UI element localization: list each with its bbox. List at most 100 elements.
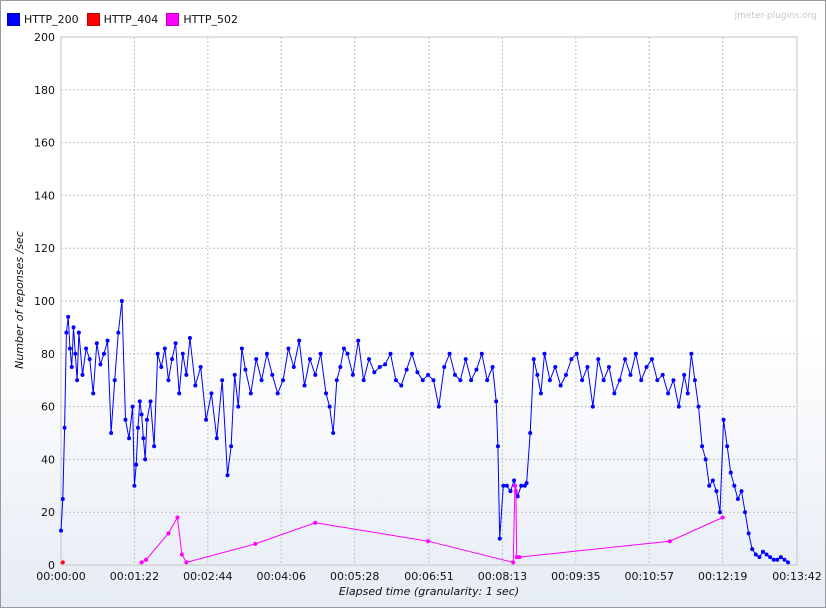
y-tick-labels: 0 20 40 60 80 100 120 140 160 180 200	[34, 31, 55, 572]
data-point-http-200	[689, 351, 694, 356]
data-point-http-200	[474, 367, 479, 372]
data-point-http-200	[229, 444, 234, 449]
data-point-http-200	[721, 417, 726, 422]
x-tick-label: 00:12:19	[698, 570, 747, 583]
data-point-http-200	[324, 391, 329, 396]
data-point-http-200	[148, 399, 153, 404]
data-point-http-200	[524, 481, 529, 486]
data-point-http-200	[71, 325, 76, 330]
data-point-http-200	[286, 346, 291, 351]
data-point-http-200	[209, 391, 214, 396]
legend-label-http-404: HTTP_404	[103, 12, 159, 26]
data-point-http-200	[62, 425, 67, 430]
data-point-http-200	[139, 412, 144, 417]
data-point-http-200	[232, 372, 237, 377]
y-tick-label: 120	[34, 242, 55, 255]
series-http-200	[59, 299, 791, 565]
legend-swatch-http-200	[7, 12, 20, 26]
data-point-http-200	[254, 357, 259, 362]
data-point-http-200	[239, 346, 244, 351]
data-point-http-200	[291, 365, 296, 369]
legend-label-http-200: HTTP_200	[24, 12, 79, 26]
y-tick-label: 180	[34, 84, 55, 97]
data-point-http-200	[193, 383, 198, 388]
data-point-http-200	[497, 536, 502, 541]
data-point-http-200	[655, 378, 660, 383]
data-point-http-200	[623, 357, 628, 362]
data-point-http-200	[501, 483, 506, 488]
data-point-http-200	[768, 555, 773, 560]
data-point-http-200	[519, 483, 524, 488]
y-tick-label: 80	[41, 348, 55, 361]
data-point-http-200	[318, 351, 323, 356]
data-point-http-200	[452, 372, 457, 377]
data-point-http-200	[504, 483, 509, 488]
data-point-http-200	[703, 457, 708, 462]
x-tick-label: 00:10:57	[625, 570, 674, 583]
x-tick-label: 00:08:13	[478, 570, 527, 583]
legend-swatch-http-404	[86, 12, 100, 26]
data-point-http-200	[775, 557, 780, 562]
data-point-http-200	[649, 357, 654, 362]
data-point-http-200	[220, 378, 225, 383]
data-point-http-200	[162, 346, 167, 351]
data-point-http-200	[307, 357, 312, 362]
data-point-http-200	[388, 351, 393, 356]
legend-item-http-200: HTTP_200	[7, 12, 79, 26]
data-point-http-200	[91, 391, 96, 396]
data-point-http-502	[667, 539, 672, 544]
data-point-http-200	[535, 372, 540, 377]
data-point-http-200	[479, 351, 484, 356]
data-point-http-200	[628, 372, 633, 377]
data-point-http-200	[173, 341, 178, 346]
data-point-http-200	[367, 357, 372, 362]
x-tick-label: 00:13:42	[772, 570, 821, 583]
data-point-http-200	[735, 497, 740, 501]
series-line-http-502	[141, 485, 723, 564]
data-point-http-200	[782, 557, 787, 562]
data-point-http-200	[700, 444, 705, 449]
data-point-http-200	[409, 351, 414, 356]
data-point-http-200	[580, 378, 585, 383]
data-point-http-200	[180, 351, 185, 356]
data-point-http-200	[639, 378, 644, 383]
data-point-http-502	[144, 557, 149, 562]
data-point-http-502	[166, 531, 171, 536]
data-point-http-200	[644, 365, 649, 369]
data-point-http-200	[87, 357, 92, 362]
data-point-http-200	[436, 404, 441, 409]
data-point-http-200	[426, 372, 431, 377]
data-point-http-200	[750, 547, 755, 552]
data-point-http-200	[494, 399, 499, 404]
data-point-http-502	[139, 560, 144, 565]
series-group	[59, 299, 791, 565]
data-point-http-200	[707, 483, 712, 488]
data-point-http-200	[728, 470, 733, 475]
data-point-http-200	[98, 362, 103, 367]
legend-item-http-404: HTTP_404	[86, 12, 159, 26]
grid	[60, 36, 798, 566]
data-point-http-200	[508, 489, 513, 494]
data-point-http-200	[166, 378, 171, 383]
data-point-http-200	[105, 338, 110, 343]
data-point-http-200	[281, 378, 286, 383]
data-point-http-200	[463, 357, 468, 362]
y-tick-label: 200	[34, 31, 55, 44]
data-point-http-200	[717, 510, 722, 515]
data-point-http-200	[469, 378, 474, 383]
data-point-http-200	[248, 391, 253, 396]
data-point-http-200	[130, 404, 135, 409]
data-point-http-200	[73, 351, 78, 356]
data-point-http-200	[725, 444, 730, 449]
data-point-http-502	[720, 515, 725, 520]
data-point-http-200	[447, 351, 452, 356]
data-point-http-200	[760, 549, 765, 554]
data-point-http-200	[399, 383, 404, 388]
data-point-http-200	[334, 378, 339, 383]
data-point-http-200	[671, 378, 676, 383]
x-axis-label: Elapsed time (granularity: 1 sec)	[339, 585, 519, 598]
data-point-http-200	[123, 417, 128, 422]
data-point-http-200	[236, 404, 241, 409]
data-point-http-200	[442, 365, 447, 369]
